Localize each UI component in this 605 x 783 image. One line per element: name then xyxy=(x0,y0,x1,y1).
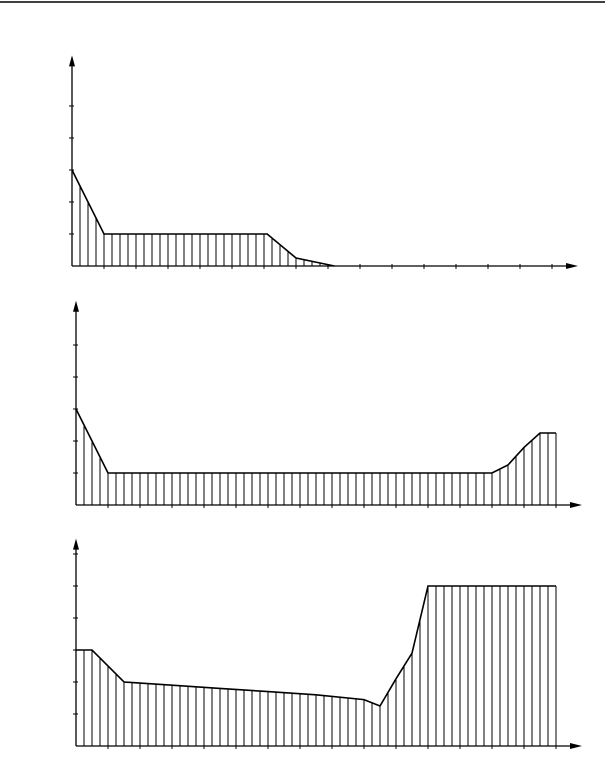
curve xyxy=(76,585,556,707)
curve xyxy=(71,169,335,267)
x-arrow xyxy=(570,502,582,508)
x-arrow xyxy=(570,743,582,749)
y-arrow xyxy=(73,300,79,312)
curve xyxy=(75,408,556,474)
y-arrow xyxy=(73,538,79,550)
y-arrow xyxy=(69,55,75,67)
x-arrow xyxy=(566,263,578,269)
